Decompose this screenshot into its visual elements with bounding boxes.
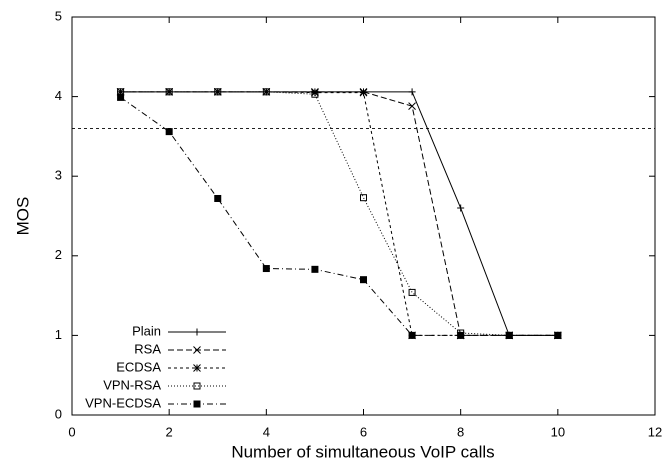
marker [193, 400, 201, 408]
marker [193, 346, 201, 354]
legend-label: ECDSA [116, 359, 161, 374]
marker [193, 328, 201, 336]
x-tick-label: 2 [166, 424, 173, 439]
marker [408, 288, 416, 296]
marker [116, 87, 125, 96]
marker [457, 204, 465, 212]
marker [505, 331, 513, 339]
x-axis-label: Number of simultaneous VoIP calls [231, 442, 494, 461]
marker [262, 87, 271, 96]
marker [554, 331, 562, 339]
y-tick-label: 2 [55, 247, 62, 262]
x-tick-label: 6 [360, 424, 367, 439]
marker [311, 88, 319, 97]
marker [360, 276, 367, 284]
marker [165, 88, 173, 96]
marker [214, 88, 222, 96]
marker [193, 364, 201, 372]
marker [262, 88, 270, 96]
legend-label: Plain [132, 323, 161, 338]
marker [457, 331, 465, 339]
series-line [120, 96, 558, 336]
x-tick-label: 8 [457, 424, 464, 439]
y-tick-label: 4 [55, 88, 62, 103]
marker [359, 88, 368, 97]
y-tick-label: 0 [55, 406, 62, 421]
marker [360, 194, 367, 202]
marker [311, 265, 319, 273]
marker [262, 265, 270, 273]
x-tick-label: 4 [263, 424, 270, 439]
y-tick-label: 5 [55, 8, 62, 23]
x-tick-label: 10 [551, 424, 565, 439]
legend-label: RSA [134, 341, 161, 356]
marker [408, 102, 416, 111]
marker [165, 128, 173, 136]
legend-label: VPN-RSA [103, 377, 161, 392]
marker [213, 87, 222, 96]
y-tick-label: 1 [55, 327, 62, 342]
marker [117, 93, 125, 101]
marker [408, 88, 416, 96]
marker [193, 382, 201, 390]
x-tick-label: 12 [648, 424, 662, 439]
marker [408, 331, 416, 339]
x-tick-label: 0 [68, 424, 75, 439]
legend-label: VPN-ECDSA [85, 395, 161, 410]
marker [311, 90, 319, 98]
marker [214, 194, 222, 202]
y-tick-label: 3 [55, 168, 62, 183]
series-line [120, 91, 558, 336]
y-axis-label: MOS [13, 197, 32, 236]
